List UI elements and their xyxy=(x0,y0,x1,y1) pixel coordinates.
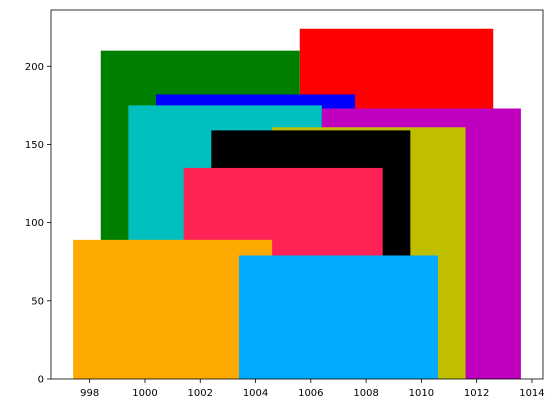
x-tick-label-8: 1014 xyxy=(519,388,544,399)
y-tick-label-3: 150 xyxy=(25,140,44,151)
bar-10 xyxy=(238,255,438,379)
x-tick-label-4: 1006 xyxy=(298,388,323,399)
x-tick-label-5: 1008 xyxy=(353,388,378,399)
y-tick-label-2: 100 xyxy=(25,218,44,229)
y-tick-label-0: 0 xyxy=(38,375,44,386)
x-tick-label-0: 998 xyxy=(80,388,99,399)
bars-group xyxy=(73,28,521,380)
y-tick-label-1: 50 xyxy=(31,296,44,307)
x-tick-label-3: 1004 xyxy=(243,388,268,399)
y-tick-label-4: 200 xyxy=(25,62,44,73)
x-tick-label-1: 1000 xyxy=(132,388,157,399)
x-tick-label-6: 1010 xyxy=(409,388,434,399)
x-tick-label-7: 1012 xyxy=(464,388,489,399)
plot-frame xyxy=(50,9,544,380)
x-tick-label-2: 1002 xyxy=(188,388,213,399)
axes-group: 998 1000 1002 1004 1006 1008 1010 1012 1014 0 50 10… xyxy=(25,9,545,399)
bar-9 xyxy=(73,239,273,379)
